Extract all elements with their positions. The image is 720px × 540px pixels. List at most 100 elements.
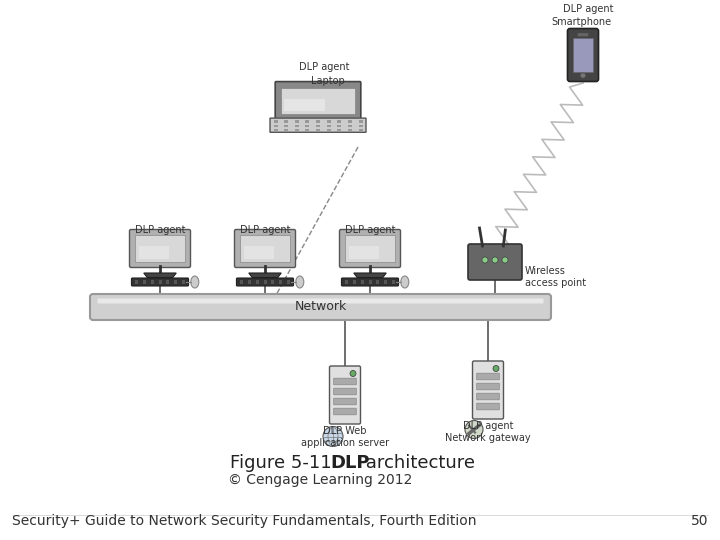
FancyBboxPatch shape (392, 280, 395, 281)
FancyBboxPatch shape (348, 125, 352, 127)
FancyBboxPatch shape (333, 398, 356, 405)
FancyBboxPatch shape (143, 281, 145, 284)
FancyBboxPatch shape (271, 281, 274, 284)
Text: DLP agent: DLP agent (135, 225, 185, 235)
FancyBboxPatch shape (333, 378, 356, 385)
FancyBboxPatch shape (135, 235, 185, 262)
Text: Smartphone: Smartphone (551, 17, 611, 27)
FancyBboxPatch shape (174, 280, 177, 281)
FancyBboxPatch shape (359, 120, 362, 123)
Circle shape (492, 257, 498, 263)
FancyBboxPatch shape (353, 280, 356, 281)
FancyBboxPatch shape (345, 281, 348, 284)
FancyBboxPatch shape (236, 278, 294, 286)
FancyBboxPatch shape (477, 393, 499, 400)
FancyBboxPatch shape (139, 246, 169, 259)
FancyBboxPatch shape (349, 246, 379, 259)
FancyBboxPatch shape (341, 278, 399, 286)
FancyBboxPatch shape (392, 280, 395, 282)
FancyBboxPatch shape (305, 120, 310, 123)
FancyBboxPatch shape (240, 280, 243, 281)
Text: DLP agent: DLP agent (345, 225, 395, 235)
FancyBboxPatch shape (158, 281, 161, 284)
FancyBboxPatch shape (235, 230, 295, 267)
FancyBboxPatch shape (369, 280, 372, 281)
Text: Laptop: Laptop (311, 76, 345, 86)
FancyBboxPatch shape (369, 281, 372, 284)
Polygon shape (144, 273, 176, 278)
FancyBboxPatch shape (294, 125, 299, 127)
FancyBboxPatch shape (577, 33, 588, 36)
FancyBboxPatch shape (282, 87, 355, 113)
Text: DLP agent: DLP agent (299, 62, 349, 72)
FancyBboxPatch shape (166, 280, 169, 281)
Text: 50: 50 (690, 514, 708, 528)
FancyBboxPatch shape (337, 120, 341, 123)
FancyBboxPatch shape (143, 280, 145, 281)
FancyBboxPatch shape (240, 281, 243, 284)
FancyBboxPatch shape (567, 29, 598, 82)
FancyBboxPatch shape (348, 129, 352, 131)
FancyBboxPatch shape (240, 235, 290, 262)
FancyBboxPatch shape (353, 281, 356, 284)
FancyBboxPatch shape (345, 280, 348, 281)
FancyBboxPatch shape (248, 280, 251, 281)
FancyBboxPatch shape (271, 280, 274, 281)
FancyBboxPatch shape (244, 246, 274, 259)
FancyBboxPatch shape (135, 280, 138, 281)
FancyBboxPatch shape (182, 280, 185, 282)
Ellipse shape (401, 276, 409, 288)
Text: DLP agent: DLP agent (240, 225, 290, 235)
Text: Security+ Guide to Network Security Fundamentals, Fourth Edition: Security+ Guide to Network Security Fund… (12, 514, 477, 528)
Text: DLP agent
Network gateway: DLP agent Network gateway (445, 421, 531, 443)
Text: DLP: DLP (330, 454, 369, 472)
FancyBboxPatch shape (150, 281, 153, 284)
FancyBboxPatch shape (264, 280, 266, 282)
FancyBboxPatch shape (182, 281, 185, 284)
FancyBboxPatch shape (274, 129, 277, 131)
Polygon shape (354, 273, 386, 278)
FancyBboxPatch shape (327, 120, 330, 123)
FancyBboxPatch shape (327, 129, 330, 131)
FancyBboxPatch shape (361, 280, 364, 281)
FancyBboxPatch shape (316, 125, 320, 127)
FancyBboxPatch shape (392, 281, 395, 284)
Circle shape (493, 366, 499, 372)
FancyBboxPatch shape (132, 278, 189, 286)
FancyBboxPatch shape (279, 280, 282, 281)
FancyBboxPatch shape (174, 280, 177, 282)
Text: DLP Web
application server: DLP Web application server (301, 426, 389, 448)
FancyBboxPatch shape (384, 281, 387, 284)
FancyBboxPatch shape (248, 280, 251, 282)
FancyBboxPatch shape (477, 373, 499, 380)
FancyBboxPatch shape (275, 82, 361, 119)
FancyBboxPatch shape (166, 281, 169, 284)
FancyBboxPatch shape (359, 129, 362, 131)
FancyBboxPatch shape (264, 281, 266, 284)
FancyBboxPatch shape (279, 281, 282, 284)
Ellipse shape (296, 276, 304, 288)
FancyBboxPatch shape (150, 280, 153, 282)
FancyBboxPatch shape (345, 235, 395, 262)
FancyBboxPatch shape (377, 280, 379, 281)
FancyBboxPatch shape (90, 294, 551, 320)
FancyBboxPatch shape (340, 230, 400, 267)
FancyBboxPatch shape (264, 280, 266, 281)
FancyBboxPatch shape (130, 230, 191, 267)
Text: © Cengage Learning 2012: © Cengage Learning 2012 (228, 473, 412, 487)
FancyBboxPatch shape (384, 280, 387, 281)
FancyBboxPatch shape (158, 280, 161, 282)
FancyBboxPatch shape (377, 281, 379, 284)
FancyBboxPatch shape (316, 120, 320, 123)
Circle shape (482, 257, 488, 263)
FancyBboxPatch shape (284, 99, 325, 111)
FancyBboxPatch shape (294, 129, 299, 131)
Text: architecture: architecture (360, 454, 475, 472)
FancyBboxPatch shape (330, 366, 361, 424)
FancyBboxPatch shape (337, 125, 341, 127)
FancyBboxPatch shape (468, 244, 522, 280)
FancyBboxPatch shape (270, 118, 366, 132)
FancyBboxPatch shape (256, 280, 258, 282)
Polygon shape (249, 273, 282, 278)
FancyBboxPatch shape (361, 281, 364, 284)
